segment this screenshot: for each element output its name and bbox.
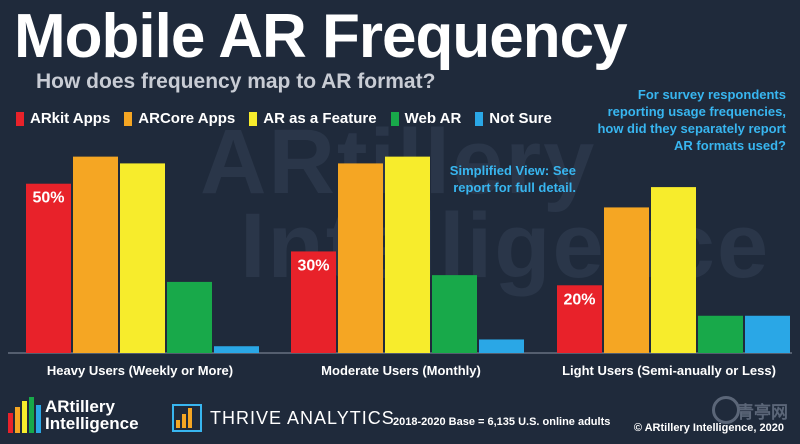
data-label: 20% <box>563 291 595 308</box>
bar-1-4 <box>479 339 524 353</box>
legend-item-arkit: ARkit Apps <box>16 110 110 127</box>
legend-label: ARCore Apps <box>138 110 236 127</box>
simplified-view-note: Simplified View: See report for full det… <box>449 163 576 195</box>
legend-swatch <box>390 111 399 126</box>
bar-2-1 <box>604 207 649 353</box>
data-label: 50% <box>32 190 64 207</box>
chart-subtitle: How does frequency map to AR format? <box>36 70 436 93</box>
legend-label: Not Sure <box>489 110 552 127</box>
corner-logo-icon <box>712 396 740 424</box>
bar-0-2 <box>120 163 165 353</box>
legend-swatch <box>124 111 133 126</box>
category-label: Light Users (Semi-anually or Less) <box>562 363 776 378</box>
survey-base-footnote: 2018-2020 Base = 6,135 U.S. online adult… <box>393 416 611 428</box>
labels-group: 50% Heavy Users (Weekly or More) 30% Modera… <box>32 190 775 378</box>
bar-1-3 <box>432 275 477 353</box>
artillery-logo-line-2: Intelligence <box>45 414 139 433</box>
bar-1-1 <box>338 163 383 353</box>
copyright-notice: © ARtillery Intelligence, 2020 <box>633 422 784 434</box>
legend-swatch <box>475 111 484 126</box>
category-label: Moderate Users (Monthly) <box>321 363 481 378</box>
survey-note: For survey respondents reporting usage f… <box>597 87 786 153</box>
corner-logo-text: 青亭网 <box>737 403 788 422</box>
bar-1-0 <box>291 251 336 353</box>
legend-label: ARkit Apps <box>30 110 111 127</box>
legend-item-web-ar: Web AR <box>390 110 462 127</box>
category-label: Heavy Users (Weekly or More) <box>47 363 233 378</box>
legend-swatch <box>249 111 258 126</box>
artillery-logo-line-1: ARtillery <box>45 397 115 416</box>
bar-1-2 <box>385 156 430 353</box>
artillery-logo-icon <box>8 397 41 433</box>
bars-group <box>8 156 792 354</box>
legend-item-ar-feature: AR as a Feature <box>249 110 377 127</box>
data-label: 30% <box>297 257 329 274</box>
bar-0-0 <box>26 183 71 353</box>
thrive-logo-text: THRIVE ANALYTICS <box>210 407 395 428</box>
bar-0-4 <box>214 346 259 353</box>
thrive-chart-icon <box>172 404 202 432</box>
bar-2-2 <box>651 187 696 353</box>
legend-item-arcore: ARCore Apps <box>124 110 235 127</box>
legend-item-not-sure: Not Sure <box>475 110 552 127</box>
bar-0-1 <box>73 156 118 353</box>
bar-2-4 <box>745 315 790 353</box>
legend-swatch <box>16 111 24 126</box>
bar-2-0 <box>557 285 602 353</box>
bar-0-3 <box>167 281 212 353</box>
artillery-logo: ARtillery Intelligence <box>8 397 139 433</box>
legend-label: Web AR <box>404 110 462 127</box>
bar-2-3 <box>698 315 743 353</box>
legend-label: AR as a Feature <box>263 110 377 127</box>
chart-title: Mobile AR Frequency <box>14 2 628 71</box>
legend: ARkit Apps ARCore Apps AR as a Feature W… <box>16 110 552 127</box>
thrive-analytics-logo: THRIVE ANALYTICS <box>172 404 395 432</box>
